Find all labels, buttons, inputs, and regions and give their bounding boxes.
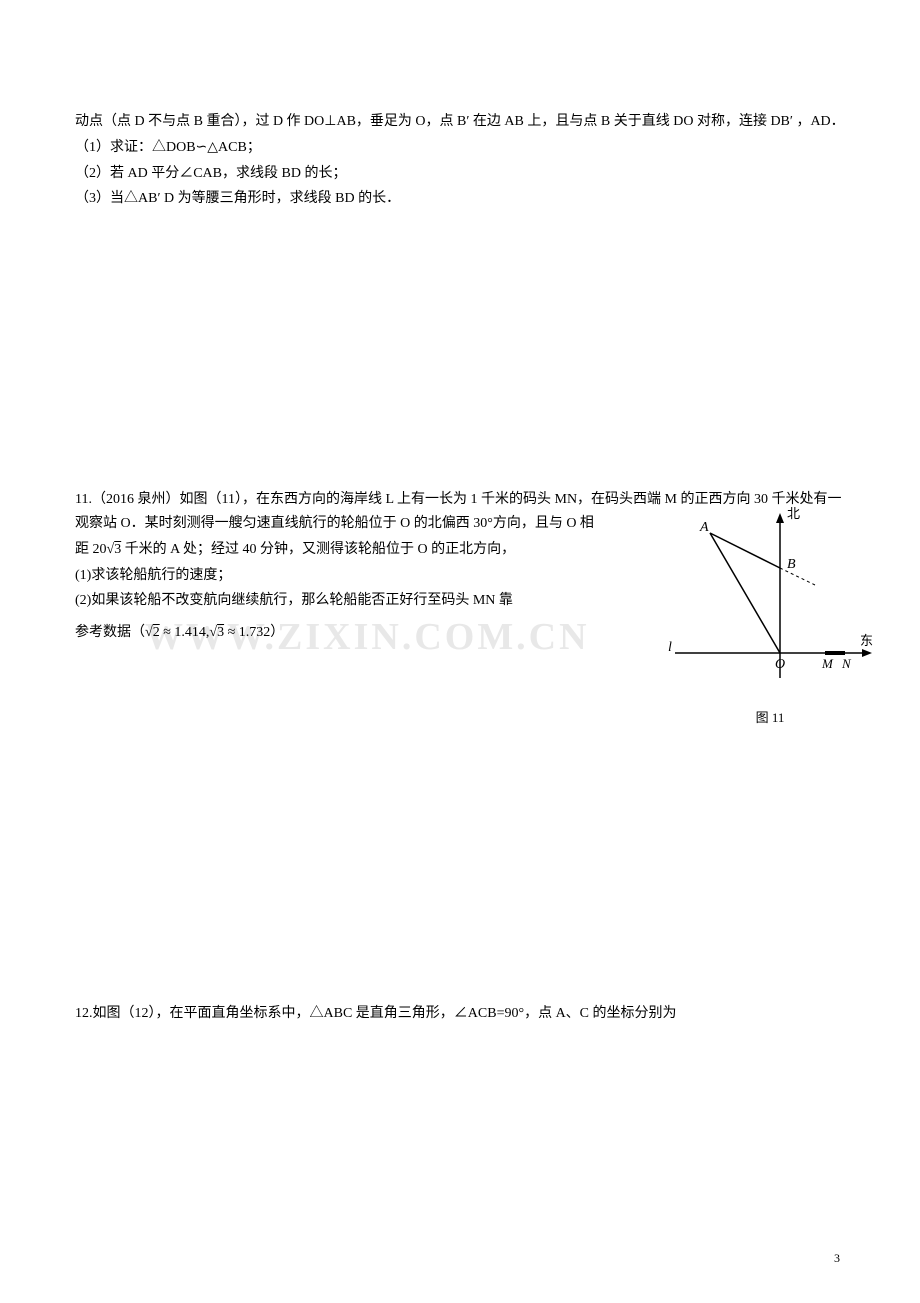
intro2-suffix: 千米的 A 处；经过 40 分钟，又测得该轮船位于 O 的正北方向， <box>121 542 515 557</box>
page-number: 3 <box>834 1248 840 1268</box>
sqrt2: 2 <box>153 625 160 640</box>
ref-prefix: 参考数据（ <box>75 625 145 640</box>
problem10-line1: 动点（点 D 不与点 B 重合），过 D 作 DO⊥AB，垂足为 O，点 B′ … <box>75 110 845 134</box>
label-l: l <box>668 640 672 655</box>
sqrt3b: 3 <box>217 625 224 640</box>
label-N: N <box>841 656 852 671</box>
ref-approx3: ≈ 1.732） <box>224 625 284 640</box>
problem11: 11.（2016 泉州）如图（11），在东西方向的海岸线 L 上有一长为 1 千… <box>75 488 845 645</box>
label-north: 北 <box>787 506 800 521</box>
problem12-line1: 12.如图（12），在平面直角坐标系中，△ABC 是直角三角形，∠ACB=90°… <box>75 1002 845 1026</box>
intro2-prefix: 距 20 <box>75 542 107 557</box>
problem10-q3: （3）当△AB′ D 为等腰三角形时，求线段 BD 的长． <box>75 187 845 211</box>
ref-approx2: ≈ 1.414, <box>160 625 210 640</box>
label-M: M <box>821 656 834 671</box>
problem10-q2: （2）若 AD 平分∠CAB，求线段 BD 的长； <box>75 162 845 186</box>
diagram-11: 北 东 A B O M N l 图 11 <box>660 503 880 713</box>
problem11-ref: 参考数据（ 2 ≈ 1.414, 3 ≈ 1.732） <box>75 621 655 645</box>
sqrt2-symbol: 2 <box>145 621 160 645</box>
problem11-q1: (1)求该轮船航行的速度； <box>75 564 655 588</box>
problem10-q1: （1）求证：△DOB∽△ACB； <box>75 136 845 160</box>
problem11-intro2: 距 20 3 千米的 A 处；经过 40 分钟，又测得该轮船位于 O 的正北方向， <box>75 538 655 562</box>
main-content: 动点（点 D 不与点 B 重合），过 D 作 DO⊥AB，垂足为 O，点 B′ … <box>75 110 845 1026</box>
label-A: A <box>699 520 709 535</box>
sqrt-symbol: 3 <box>107 538 122 562</box>
label-O: O <box>775 657 785 672</box>
sqrt3-symbol: 3 <box>209 621 224 645</box>
label-B: B <box>787 557 796 572</box>
spacing <box>75 213 845 488</box>
sqrt3: 3 <box>114 542 121 557</box>
label-east: 东 <box>860 633 873 648</box>
problem11-q2: (2)如果该轮船不改变航向继续航行，那么轮船能否正好行至码头 MN 靠 <box>75 589 655 613</box>
